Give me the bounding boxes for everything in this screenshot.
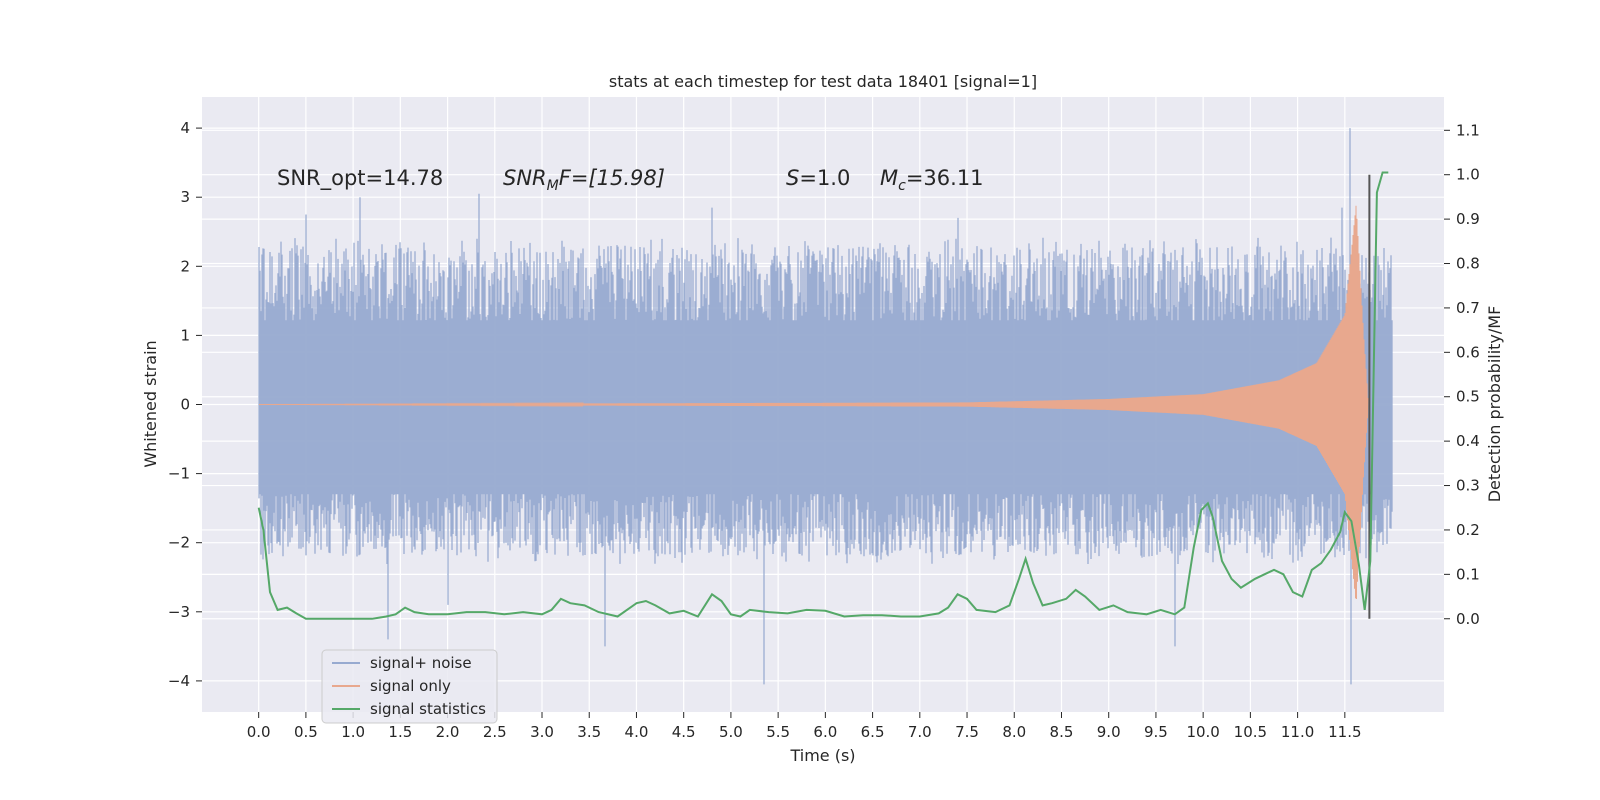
y-left-tick-label: 1 <box>180 326 190 344</box>
y-right-tick-label: 0.5 <box>1456 388 1480 406</box>
annotation-s: S=1.0 <box>786 166 850 190</box>
annotation-s-tail: =1.0 <box>799 166 850 190</box>
y-right-tick-label: 0.4 <box>1456 432 1480 450</box>
annotation-mc-sub: c <box>898 178 906 194</box>
y-right-tick-label: 0.6 <box>1456 343 1480 361</box>
x-tick-label: 10.5 <box>1234 723 1267 741</box>
x-tick-label: 1.5 <box>388 723 412 741</box>
x-tick-label: 3.5 <box>577 723 601 741</box>
chart-title: stats at each timestep for test data 184… <box>609 72 1037 91</box>
signal-series-line <box>259 205 1369 600</box>
x-tick-label: 8.0 <box>1002 723 1026 741</box>
y-left-axis-ticks: 4 3 2 1 0 −1 −2 −3 −4 <box>168 119 202 690</box>
y-right-tick-label: 0.0 <box>1456 610 1480 628</box>
y-right-tick-label: 0.9 <box>1456 210 1480 228</box>
annotation-snr-mf-sub: M <box>547 178 559 194</box>
annotation-snr-opt-text: SNR_opt=14.78 <box>277 166 443 191</box>
legend-label-statistics: signal statistics <box>370 700 486 718</box>
plot-series <box>257 128 1393 685</box>
y-left-tick-label: −1 <box>168 465 190 483</box>
annotation-snr-opt: SNR_opt=14.78 <box>277 166 443 191</box>
x-tick-label: 11.5 <box>1328 723 1361 741</box>
y-left-tick-label: −4 <box>168 672 190 690</box>
legend-label-signal: signal only <box>370 677 451 695</box>
y-right-axis-label: Detection probability/MF <box>1485 306 1504 503</box>
y-left-tick-label: −3 <box>168 603 190 621</box>
x-tick-label: 8.5 <box>1050 723 1074 741</box>
annotation-snr-mf-main: SNR <box>503 166 547 190</box>
x-axis-ticks: 0.0 0.5 1.0 1.5 2.0 2.5 3.0 3.5 4.0 4.5 5.0 5.5 6.0 6… <box>247 712 1362 741</box>
annotation-snr-mf-tail: F=[15.98] <box>559 166 665 190</box>
annotation-mc: Mc=36.11 <box>880 166 984 194</box>
x-tick-label: 1.0 <box>341 723 365 741</box>
x-tick-label: 5.5 <box>766 723 790 741</box>
x-tick-label: 7.0 <box>908 723 932 741</box>
x-tick-label: 4.5 <box>672 723 696 741</box>
x-tick-label: 6.0 <box>813 723 837 741</box>
y-right-tick-label: 0.3 <box>1456 477 1480 495</box>
y-right-tick-label: 0.8 <box>1456 255 1480 273</box>
x-tick-label: 6.5 <box>861 723 885 741</box>
x-tick-label: 0.5 <box>294 723 318 741</box>
legend-label-noise: signal+ noise <box>370 654 472 672</box>
x-tick-label: 2.0 <box>436 723 460 741</box>
x-tick-label: 9.0 <box>1097 723 1121 741</box>
y-left-tick-label: 3 <box>180 188 190 206</box>
x-tick-label: 3.0 <box>530 723 554 741</box>
y-right-tick-label: 0.2 <box>1456 521 1480 539</box>
y-left-axis-label: Whitened strain <box>141 340 160 467</box>
x-tick-label: 2.5 <box>483 723 507 741</box>
x-tick-label: 9.5 <box>1144 723 1168 741</box>
y-right-tick-label: 0.7 <box>1456 299 1480 317</box>
x-tick-label: 4.0 <box>625 723 649 741</box>
x-axis-label: Time (s) <box>789 746 855 765</box>
y-left-tick-label: 4 <box>180 119 190 137</box>
annotation-snr-mf: SNRMF=[15.98] <box>503 166 665 194</box>
annotation-mc-tail: =36.11 <box>906 166 984 190</box>
x-tick-label: 10.0 <box>1186 723 1219 741</box>
y-right-tick-label: 1.1 <box>1456 121 1480 139</box>
y-right-tick-label: 0.1 <box>1456 565 1480 583</box>
x-tick-label: 11.0 <box>1281 723 1314 741</box>
y-right-tick-label: 1.0 <box>1456 166 1480 184</box>
y-left-tick-label: −2 <box>168 534 190 552</box>
statistics-series-line <box>257 171 1389 620</box>
y-left-tick-label: 2 <box>180 257 190 275</box>
annotation-s-main: S <box>786 166 799 190</box>
y-left-tick-label: 0 <box>180 396 190 414</box>
legend-box <box>321 649 498 724</box>
annotation-mc-main: M <box>880 166 898 190</box>
y-right-axis-ticks: 1.1 1.0 0.9 0.8 0.7 0.6 0.5 0.4 0.3 0.2 0.1 0.0 <box>1444 121 1480 628</box>
x-tick-label: 0.0 <box>247 723 271 741</box>
x-tick-label: 5.0 <box>719 723 743 741</box>
x-tick-label: 7.5 <box>955 723 979 741</box>
legend: signal+ noise signal only signal statist… <box>321 649 498 724</box>
